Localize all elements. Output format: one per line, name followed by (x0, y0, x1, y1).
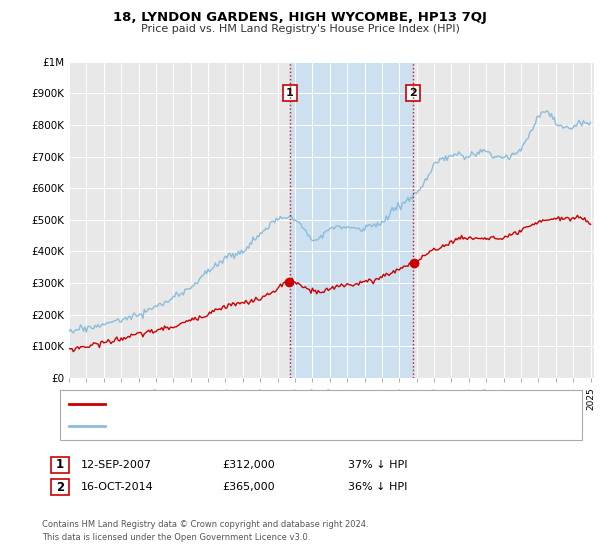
Text: 1: 1 (56, 458, 64, 472)
Text: 2: 2 (56, 480, 64, 494)
Text: 18, LYNDON GARDENS, HIGH WYCOMBE, HP13 7QJ: 18, LYNDON GARDENS, HIGH WYCOMBE, HP13 7… (113, 11, 487, 24)
Text: Contains HM Land Registry data © Crown copyright and database right 2024.: Contains HM Land Registry data © Crown c… (42, 520, 368, 529)
Bar (290, 62, 413, 378)
Text: £365,000: £365,000 (222, 482, 275, 492)
Text: 16-OCT-2014: 16-OCT-2014 (81, 482, 154, 492)
Text: 37% ↓ HPI: 37% ↓ HPI (348, 460, 407, 470)
Text: 36% ↓ HPI: 36% ↓ HPI (348, 482, 407, 492)
Text: £312,000: £312,000 (222, 460, 275, 470)
Text: HPI: Average price, detached house, Buckinghamshire: HPI: Average price, detached house, Buck… (111, 421, 377, 431)
Text: 12-SEP-2007: 12-SEP-2007 (81, 460, 152, 470)
Text: Price paid vs. HM Land Registry's House Price Index (HPI): Price paid vs. HM Land Registry's House … (140, 24, 460, 34)
Text: 1: 1 (286, 88, 294, 98)
Text: 2: 2 (409, 88, 417, 98)
Text: This data is licensed under the Open Government Licence v3.0.: This data is licensed under the Open Gov… (42, 533, 310, 542)
Text: 18, LYNDON GARDENS, HIGH WYCOMBE, HP13 7QJ (detached house): 18, LYNDON GARDENS, HIGH WYCOMBE, HP13 7… (111, 399, 447, 409)
